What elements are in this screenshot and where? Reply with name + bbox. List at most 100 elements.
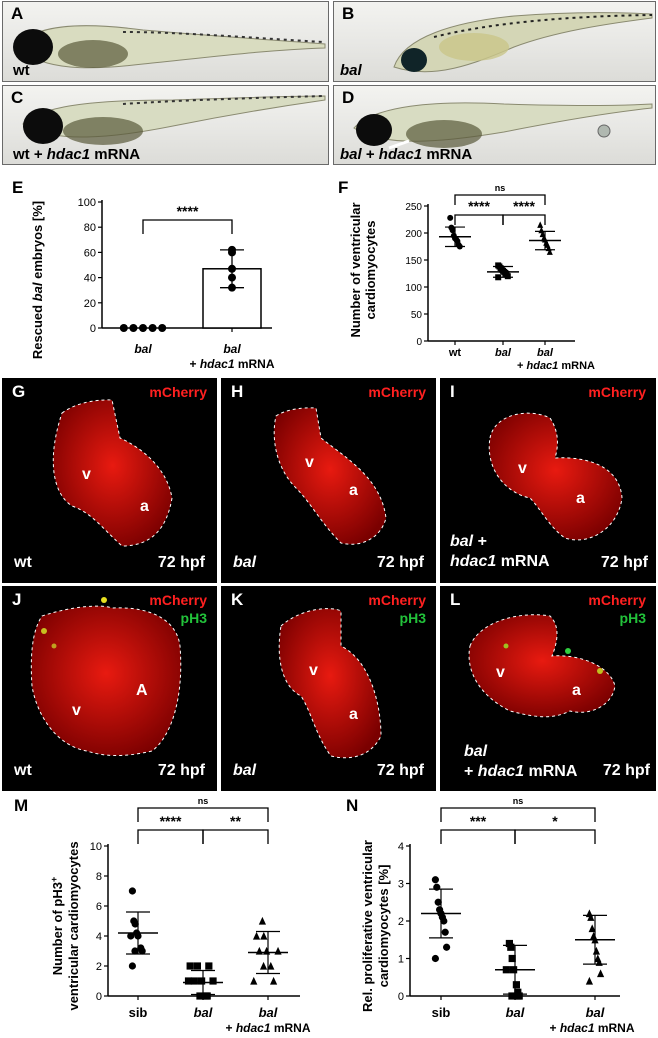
y-tick-label: 80 [84,222,96,234]
panel-letter: F [338,178,349,197]
chamber-a-label: a [576,490,585,507]
data-point [184,977,193,985]
significance-label: **** [513,198,535,214]
data-point [209,977,217,985]
x-tick-label: + hdac1 mRNA [189,357,274,371]
panel-letter: C [11,88,24,107]
data-point [595,958,603,966]
data-point [539,230,546,238]
y-tick-label: 40 [84,273,96,285]
data-point [127,932,135,940]
data-point [591,935,599,944]
data-point [158,324,167,332]
data-point [260,931,268,940]
y-tick-label: 8 [96,871,102,883]
data-point [196,992,204,1000]
heart-mcherry-image [273,407,387,545]
data-point [228,273,236,282]
data-point [592,946,600,955]
panel-d-photo: D bal + hdac1 mRNA [333,85,656,165]
y-axis-label: ventricular cardiomyocytes [66,841,81,1010]
stage-label: 72 hpf [600,554,648,571]
panel-letter: B [342,4,355,23]
y-tick-label: 2 [96,961,102,973]
data-point [508,992,516,1000]
data-point [597,969,605,978]
x-tick-label: bal [537,347,554,359]
panel-j-heart: J mCherry pH3 v A wt 72 hpf [2,586,217,791]
x-tick-label: bal [506,1005,525,1020]
channel-label: mCherry [368,592,426,608]
x-tick-label: bal [194,1005,213,1020]
panel-h-heart: H mCherry v a bal 72 hpf [221,378,436,583]
x-tick-label: sib [432,1005,451,1020]
chamber-a-label: a [140,498,149,515]
y-tick-label: 0 [398,991,404,1003]
significance-label: * [552,813,558,829]
x-tick-label: + hdac1 mRNA [549,1021,634,1035]
data-point [588,924,596,933]
chamber-a-label: a [349,706,358,723]
significance-bracket [514,829,596,844]
y-axis-label: cardiomyocytes [363,221,378,320]
data-point [441,928,449,936]
data-point [255,946,263,955]
data-point [228,283,236,292]
heart-mcherry-ph3-image [30,597,182,757]
data-point [443,943,451,951]
data-point [228,264,236,273]
y-tick-label: 60 [84,247,96,259]
stage-label: 72 hpf [376,762,424,779]
larva-bal-image [393,12,653,73]
panel-letter: K [231,590,244,609]
data-point [138,947,146,955]
y-tick-label: 2 [398,916,404,928]
x-tick-label: + hdac1 mRNA [517,360,595,372]
x-tick-label: + hdac1 mRNA [225,1021,310,1035]
y-axis-label: Number of pH3+ [49,877,65,975]
genotype-label: bal + hdac1 mRNA [464,743,578,780]
significance-bracket [142,219,233,234]
data-point [131,920,139,928]
stage-label: 72 hpf [376,554,424,571]
genotype-label: wt [14,554,32,571]
panel-letter: M [14,796,29,815]
y-tick-label: 4 [398,841,404,853]
panel-letter: I [450,382,455,401]
genotype-label: bal [233,554,257,571]
y-tick-label: 3 [398,879,404,891]
data-point [537,221,544,228]
genotype-label: bal [233,762,257,779]
significance-label: ** [230,813,241,829]
chart-m: Number of pH3+ ventricular cardiomyocyte… [49,796,311,1035]
genotype-label: wt [13,62,30,79]
y-tick-label: 10 [90,841,102,853]
chamber-a-label: A [136,682,148,699]
significance-bracket [502,214,546,225]
data-point [259,961,268,970]
larva-wt-image [13,25,326,69]
y-tick-label: 0 [96,991,102,1003]
data-point [131,947,139,955]
y-tick-label: 250 [405,202,422,213]
significance-label: ns [495,183,506,193]
genotype-label: wt [14,762,32,779]
data-point [128,962,136,970]
data-point [447,214,454,221]
channel-label: mCherry [149,592,207,608]
data-point [263,946,271,955]
data-point [267,961,275,970]
significance-label: **** [468,198,490,214]
data-point [139,324,147,332]
data-point [252,931,261,940]
data-point [134,932,142,940]
data-point [119,324,128,332]
larva-wt-hdac1-image [22,95,326,145]
heart-mcherry-ph3-image [278,608,382,759]
y-axis-label: cardiomyocytes [%] [376,865,391,988]
data-point [514,992,522,1000]
data-point [270,976,278,985]
data-point [129,324,138,332]
data-point [456,243,463,250]
channel2-label: pH3 [180,610,207,626]
